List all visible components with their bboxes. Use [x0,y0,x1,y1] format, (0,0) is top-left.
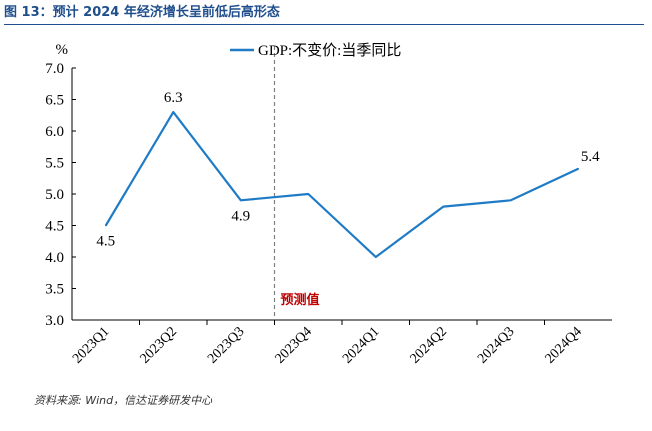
data-point [374,256,377,258]
x-tick-label: 2024Q1 [340,324,383,367]
title-rule [4,24,644,25]
y-tick-label: 3.5 [45,282,64,298]
source-note: 资料来源: Wind，信达证券研发中心 [34,394,213,407]
data-labels: 4.5 6.3 4.9 5.4 [96,90,600,249]
legend: GDP:不变价:当季同比 [230,42,401,59]
forecast-label: 预测值 [281,292,320,308]
x-tick-label: 2024Q3 [475,324,518,367]
y-tick-label: 6.5 [45,93,64,109]
y-tick-label: 5.5 [45,156,64,172]
data-point [172,111,175,113]
y-tick-label: 5.0 [45,187,64,203]
x-tick-label: 2024Q4 [543,324,586,367]
y-tick-label: 7.0 [45,61,64,77]
series-line [104,110,579,259]
data-point [104,224,107,227]
x-tick-labels: 2023Q1 2023Q2 2023Q3 2023Q4 2024Q1 2024Q2 2024… [70,320,585,367]
data-label: 4.5 [96,234,115,250]
data-point [577,168,580,170]
data-label: 4.9 [231,208,250,224]
x-tick-label: 2023Q2 [138,324,181,367]
data-point [239,199,242,202]
y-tick-label: 4.5 [45,219,64,235]
x-tick-label: 2024Q2 [408,324,451,367]
x-tick-label: 2023Q1 [70,324,113,367]
data-point [307,193,310,195]
data-label: 5.4 [581,149,600,165]
figure-title: 图 13：预计 2024 年经济增长呈前低后高形态 [4,5,280,20]
data-point [509,199,512,202]
y-unit-label: % [56,42,69,58]
forecast-divider: 预测值 [273,46,320,320]
y-ticks: 3.0 3.5 4.0 4.5 5.0 5.5 6.0 6.5 7.0 [45,61,76,329]
series-layer [104,110,580,259]
x-tick-label: 2023Q3 [205,324,248,367]
x-tick-label: 2023Q4 [273,324,316,367]
data-label: 6.3 [164,90,183,106]
legend-label: GDP:不变价:当季同比 [258,42,401,59]
axes: % [56,42,612,321]
data-point [442,205,445,208]
y-tick-label: 3.0 [45,313,64,329]
y-tick-label: 4.0 [45,250,64,266]
y-tick-label: 6.0 [45,124,64,140]
